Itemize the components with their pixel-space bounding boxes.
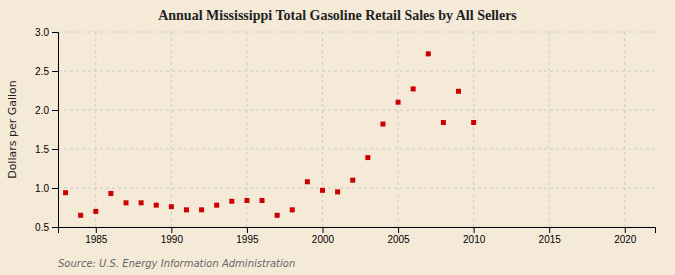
point (335, 189, 340, 194)
source: Source: U.S. Energy Information Administ… (58, 258, 295, 269)
grid-line (95, 32, 96, 227)
tick: 1.0 (35, 183, 58, 194)
grid-line (322, 32, 323, 227)
tick: 0.5 (35, 222, 58, 233)
grid-line (549, 32, 550, 227)
chart: 1985 1990 1995 2000 2005 2010 2015 2020 0.5 1.0 1.… (0, 0, 675, 275)
tick-label: 2.5 (35, 66, 49, 77)
point (154, 203, 159, 208)
tick: 1985 (85, 227, 108, 245)
tick-mark (247, 227, 248, 233)
tick-mark (96, 227, 97, 233)
y-axis-title: Dollars per Gallon (6, 80, 19, 179)
grid-line (624, 32, 625, 227)
tick-mark (171, 227, 172, 233)
tick-label: 1995 (236, 234, 259, 245)
grid-line (58, 110, 655, 111)
tick-label: 1990 (161, 234, 184, 245)
point (275, 213, 280, 218)
tick-label: 2010 (463, 234, 486, 245)
points (63, 51, 476, 217)
tick-label: 2000 (312, 234, 335, 245)
grid-line (398, 32, 399, 227)
point (411, 86, 416, 91)
point (456, 89, 461, 94)
grid-line (246, 32, 247, 227)
tick-label: 0.5 (35, 222, 49, 233)
tick: 1990 (161, 227, 184, 245)
tick-mark (474, 227, 475, 233)
tick: 2000 (312, 227, 335, 245)
point (380, 122, 385, 127)
grid-line (473, 32, 474, 227)
x-axis: 1985 1990 1995 2000 2005 2010 2015 2020 (59, 227, 656, 245)
point (139, 200, 144, 205)
tick: 1995 (236, 227, 259, 245)
axis-line (52, 33, 59, 228)
point (78, 213, 83, 218)
tick-label: 3.0 (35, 27, 49, 38)
point (244, 198, 249, 203)
tick-mark (52, 188, 58, 189)
tick-mark (52, 149, 58, 150)
tick-label: 2005 (387, 234, 410, 245)
tick-mark (398, 227, 399, 233)
tick-mark (52, 227, 58, 228)
tick: 2015 (539, 227, 562, 245)
axis-line (59, 228, 656, 234)
tick: 2010 (463, 227, 486, 245)
point (108, 191, 113, 196)
grid-line (58, 71, 655, 72)
tick-label: 1985 (85, 234, 108, 245)
tick: 3.0 (35, 27, 58, 38)
point (396, 100, 401, 105)
point (93, 209, 98, 214)
tick: 2.0 (35, 105, 58, 116)
point (441, 120, 446, 125)
point (199, 207, 204, 212)
point (365, 155, 370, 160)
tick-mark (52, 32, 58, 33)
tick: 2.5 (35, 66, 58, 77)
point (63, 190, 68, 195)
point (214, 203, 219, 208)
tick-label: 2.0 (35, 105, 49, 116)
grid-line (58, 32, 655, 33)
point (229, 199, 234, 204)
tick: 1.5 (35, 144, 58, 155)
point (305, 179, 310, 184)
point (426, 51, 431, 56)
grid (58, 32, 655, 227)
y-axis: 0.5 1.0 1.5 2.0 2.5 3.0 (35, 27, 58, 233)
tick-mark (322, 227, 323, 233)
point (320, 188, 325, 193)
plot-area: 1985 1990 1995 2000 2005 2010 2015 2020 0.5 1.0 1.… (35, 27, 655, 245)
point (350, 178, 355, 183)
tick: 2020 (614, 227, 637, 245)
point (184, 207, 189, 212)
grid-line (58, 188, 655, 189)
tick-label: 1.0 (35, 183, 49, 194)
tick-label: 1.5 (35, 144, 49, 155)
point (169, 204, 174, 209)
title: Annual Mississippi Total Gasoline Retail… (158, 8, 517, 23)
point (471, 120, 476, 125)
tick-mark (52, 71, 58, 72)
point (290, 207, 295, 212)
tick-label: 2020 (614, 234, 637, 245)
grid-line (58, 149, 655, 150)
tick-mark (52, 110, 58, 111)
tick-mark (549, 227, 550, 233)
tick-label: 2015 (539, 234, 562, 245)
point (124, 200, 129, 205)
grid-line (171, 32, 172, 227)
tick-mark (625, 227, 626, 233)
tick: 2005 (387, 227, 410, 245)
point (260, 198, 265, 203)
